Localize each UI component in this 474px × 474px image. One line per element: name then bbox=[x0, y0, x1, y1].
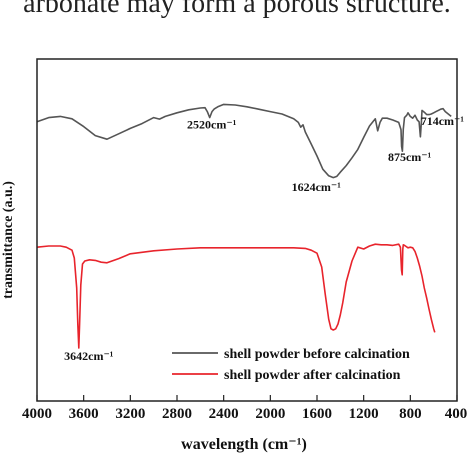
series-line-1 bbox=[36, 103, 452, 179]
x-tick-label: 2400 bbox=[209, 406, 239, 422]
x-tick-label: 2800 bbox=[162, 406, 192, 422]
x-tick-label: 3200 bbox=[115, 406, 145, 422]
peak-annotation: 714cm⁻¹ bbox=[421, 114, 465, 128]
x-tick-label: 3600 bbox=[69, 406, 99, 422]
plot-frame bbox=[36, 58, 458, 402]
x-ticks: 4000 3600 3200 2800 2400 2000 1600 1200 800 400 bbox=[22, 395, 467, 422]
annotations: 2520cm⁻¹ 1624cm⁻¹ 875cm⁻¹ 714cm⁻¹ 3642cm⁻¹ bbox=[64, 114, 464, 363]
x-tick-label: 800 bbox=[399, 406, 422, 422]
legend-label-2: shell powder after calcination bbox=[224, 368, 401, 383]
peak-annotation: 875cm⁻¹ bbox=[388, 150, 432, 164]
y-axis-label: transmittance (a.u.) bbox=[1, 181, 16, 299]
peak-annotation: 1624cm⁻¹ bbox=[292, 180, 342, 194]
x-axis-label: wavelength (cm⁻¹) bbox=[181, 436, 307, 453]
legend-label-1: shell powder before calcination bbox=[224, 347, 410, 362]
series-line-2 bbox=[36, 243, 436, 349]
plot-lines bbox=[36, 103, 452, 349]
x-tick-label: 1200 bbox=[349, 406, 379, 422]
context-text-fragment: arbonate may form a porous structure. bbox=[23, 0, 451, 19]
x-tick-label: 400 bbox=[445, 406, 468, 422]
peak-annotation: 2520cm⁻¹ bbox=[187, 118, 237, 132]
x-tick-label: 2000 bbox=[255, 406, 285, 422]
legend: shell powder before calcination shell pow… bbox=[172, 347, 410, 383]
peak-annotation: 3642cm⁻¹ bbox=[64, 349, 114, 363]
x-tick-label: 1600 bbox=[302, 406, 332, 422]
x-tick-label: 4000 bbox=[22, 406, 52, 422]
